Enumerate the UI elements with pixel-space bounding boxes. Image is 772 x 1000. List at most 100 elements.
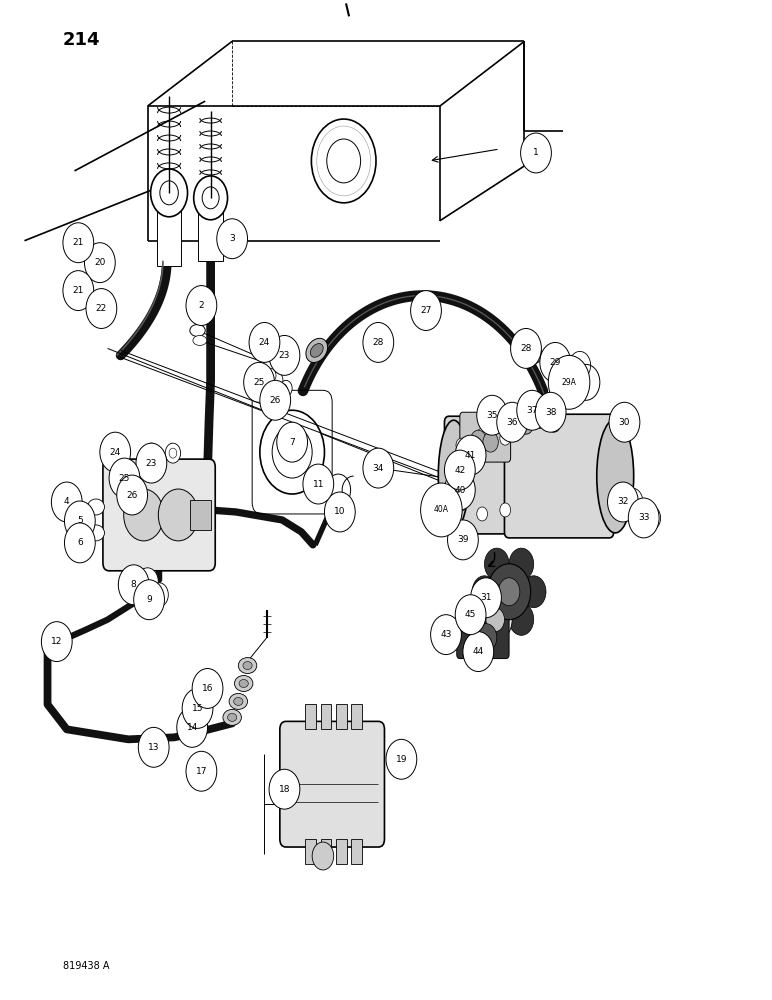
Text: 28: 28 (520, 344, 532, 353)
FancyBboxPatch shape (546, 355, 578, 375)
Text: 9: 9 (146, 595, 152, 604)
Circle shape (260, 380, 290, 420)
Circle shape (535, 392, 566, 432)
Circle shape (109, 458, 140, 498)
Text: 22: 22 (96, 304, 107, 313)
Circle shape (431, 615, 462, 655)
Circle shape (455, 595, 486, 635)
Ellipse shape (520, 341, 542, 364)
Circle shape (411, 291, 442, 330)
Text: 44: 44 (472, 647, 484, 656)
Text: 3: 3 (229, 234, 235, 243)
Bar (320, 704, 331, 729)
Circle shape (386, 739, 417, 779)
Circle shape (609, 402, 640, 442)
Ellipse shape (223, 709, 242, 725)
Circle shape (312, 842, 334, 870)
Circle shape (271, 372, 283, 388)
Circle shape (165, 443, 181, 463)
Circle shape (273, 426, 312, 478)
Circle shape (499, 431, 510, 445)
Circle shape (324, 492, 355, 532)
Circle shape (182, 688, 213, 728)
Circle shape (151, 169, 188, 217)
Text: 20: 20 (94, 258, 106, 267)
Circle shape (146, 443, 157, 457)
Circle shape (138, 727, 169, 767)
Ellipse shape (506, 426, 519, 438)
Bar (351, 839, 362, 864)
Circle shape (134, 580, 164, 620)
Text: 37: 37 (527, 406, 538, 415)
Circle shape (477, 395, 507, 435)
Circle shape (456, 438, 467, 452)
Circle shape (160, 181, 178, 205)
Circle shape (476, 624, 496, 652)
Ellipse shape (235, 676, 253, 691)
Ellipse shape (438, 420, 469, 530)
Circle shape (86, 289, 117, 328)
Bar (336, 839, 347, 864)
Circle shape (118, 565, 149, 605)
Circle shape (217, 219, 248, 259)
Text: 38: 38 (545, 408, 557, 417)
Circle shape (509, 603, 533, 635)
Text: 40A: 40A (434, 505, 449, 514)
Circle shape (445, 470, 476, 510)
Circle shape (169, 448, 177, 458)
Circle shape (483, 432, 498, 452)
Ellipse shape (193, 335, 207, 345)
Circle shape (52, 482, 82, 522)
Circle shape (137, 568, 158, 596)
Circle shape (244, 362, 275, 402)
Text: 26: 26 (127, 491, 138, 500)
Circle shape (455, 435, 486, 475)
Text: 24: 24 (259, 338, 270, 347)
Text: 819438 A: 819438 A (63, 961, 110, 971)
Text: 10: 10 (334, 507, 346, 516)
Circle shape (471, 430, 486, 450)
Circle shape (277, 422, 307, 462)
Circle shape (548, 355, 590, 409)
Text: 40: 40 (454, 486, 466, 495)
Circle shape (65, 523, 95, 563)
Circle shape (445, 450, 476, 490)
Text: 27: 27 (420, 306, 432, 315)
Circle shape (150, 583, 168, 607)
Text: 15: 15 (191, 704, 203, 713)
Circle shape (117, 475, 147, 515)
Circle shape (372, 460, 384, 476)
Circle shape (363, 322, 394, 362)
Text: 25: 25 (119, 474, 130, 483)
Bar (157, 196, 181, 266)
Circle shape (202, 187, 219, 209)
Circle shape (65, 501, 95, 541)
Text: 6: 6 (77, 538, 83, 547)
Text: 19: 19 (395, 755, 407, 764)
Circle shape (303, 464, 334, 504)
FancyBboxPatch shape (103, 459, 215, 571)
Circle shape (496, 402, 527, 442)
Circle shape (311, 119, 376, 203)
Circle shape (448, 520, 479, 560)
FancyBboxPatch shape (457, 616, 509, 659)
Text: 42: 42 (454, 466, 466, 475)
Circle shape (124, 489, 164, 541)
Circle shape (269, 335, 300, 375)
Ellipse shape (533, 416, 546, 428)
Text: 45: 45 (465, 610, 476, 619)
Text: 34: 34 (373, 464, 384, 473)
Ellipse shape (243, 662, 252, 670)
Bar (320, 839, 331, 864)
Text: 23: 23 (146, 459, 157, 468)
Circle shape (608, 482, 638, 522)
Text: 7: 7 (290, 438, 295, 447)
Bar (190, 500, 212, 530)
Text: 28: 28 (373, 338, 384, 347)
Text: 43: 43 (440, 630, 452, 639)
Circle shape (421, 483, 462, 537)
Circle shape (488, 564, 530, 620)
Circle shape (158, 489, 198, 541)
Circle shape (510, 328, 541, 368)
Text: 4: 4 (64, 497, 69, 506)
